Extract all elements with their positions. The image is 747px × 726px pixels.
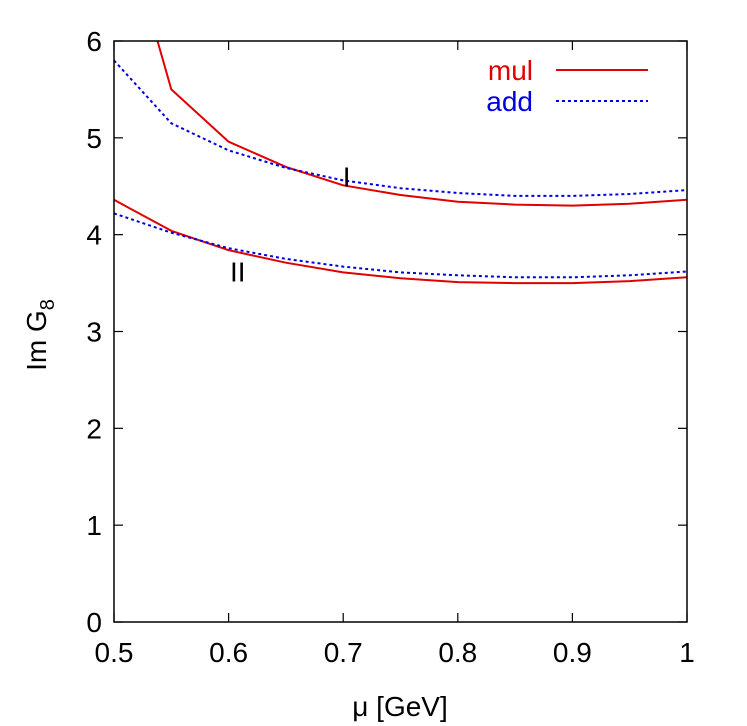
y-axis-title: Im G8 [21,299,59,371]
legend-label-add: add [486,86,533,117]
y-axis-title-sub: 8 [37,299,59,310]
series-mul-I [156,40,688,207]
series-add-II [113,212,688,279]
x-tick-label: 0.7 [324,637,363,668]
series-add-I [113,59,688,197]
annotation-I: I [343,162,351,193]
x-tick-label: 0.8 [438,637,477,668]
y-tick-label: 1 [86,510,102,541]
series-layer [113,40,688,285]
annotation-II: II [230,256,246,287]
x-tick-label: 1 [679,637,695,668]
legend-label-mul: mul [488,55,533,86]
ticks-layer [113,40,688,623]
y-axis-title-main: Im G [21,310,52,371]
x-tick-label: 0.9 [553,637,592,668]
x-tick-label: 0.5 [95,637,134,668]
series-mul-II [113,198,688,285]
annotations: III [230,162,351,288]
y-tick-label: 6 [86,26,102,57]
x-tick-label: 0.6 [209,637,248,668]
y-tick-label: 5 [86,123,102,154]
plot-frame [113,40,688,623]
y-tick-label: 0 [86,607,102,638]
y-tick-label: 3 [86,317,102,348]
x-axis-title: μ [GeV] [352,691,448,722]
labels-layer: 0.5 0.6 0.7 0.8 0.9 1 0 1 2 3 4 5 6 [86,26,694,668]
y-tick-label: 4 [86,220,102,251]
y-tick-label: 2 [86,413,102,444]
